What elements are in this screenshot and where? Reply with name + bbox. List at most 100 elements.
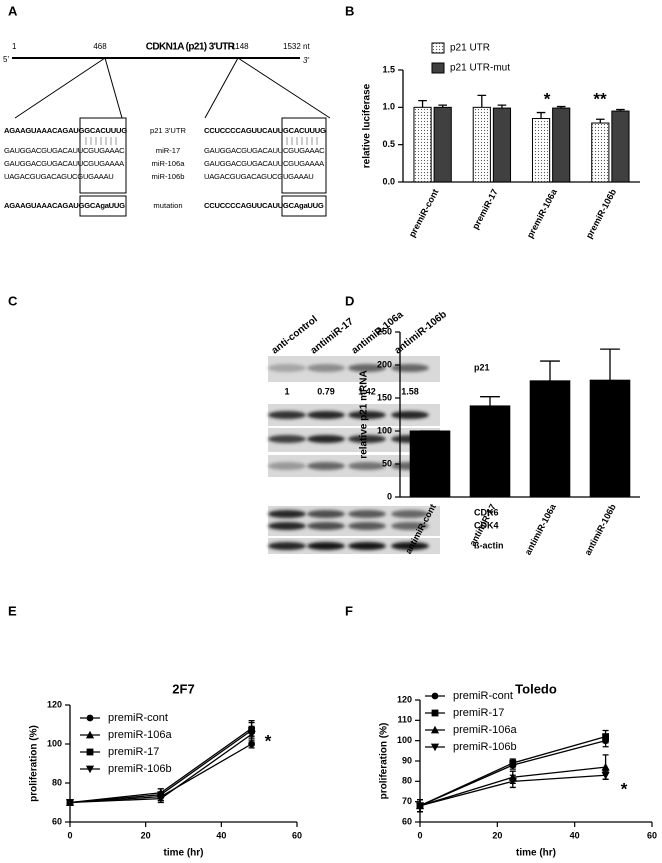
y-tick-label: 200: [377, 359, 392, 369]
y-tick-label: 60: [402, 816, 412, 826]
sequence: AGAAGUAAACAGAUGGCACUUUG: [4, 126, 127, 135]
blot-band: [268, 542, 306, 550]
bar: [433, 106, 452, 183]
blot-band: [307, 364, 345, 372]
bar: [591, 122, 610, 183]
zoom-line: [14, 57, 106, 119]
zoom-line: [204, 57, 239, 119]
blot-band: [348, 522, 386, 530]
marker: [601, 762, 610, 771]
y-tick-label: 120: [397, 694, 412, 704]
quantification: 0.79: [317, 386, 335, 396]
marker: [65, 799, 75, 807]
panel-label: E: [8, 603, 17, 618]
annotation: *: [544, 89, 551, 108]
seed-box: [79, 195, 127, 217]
chart-title: 2F7: [172, 681, 194, 696]
legend-label: premiR-cont: [108, 712, 168, 724]
x-tick-label: premiR-cont: [407, 187, 441, 239]
y-tick-label: 100: [47, 738, 62, 748]
legend-marker: [431, 709, 439, 717]
marker: [509, 759, 517, 767]
y-tick-label: 90: [402, 755, 412, 765]
panel-label: F: [345, 603, 353, 618]
blot-band: [268, 462, 306, 470]
seed-box: [79, 117, 127, 194]
y-tick-label: 0: [387, 491, 392, 501]
quantification: 1.58: [401, 386, 419, 396]
x-axis-label: time (hr): [516, 848, 556, 859]
x-tick-label: premiR-17: [470, 187, 499, 231]
marker: [156, 795, 165, 803]
chart-title: Toledo: [515, 681, 557, 696]
y-tick-label: 70: [402, 796, 412, 806]
annotation: *: [621, 779, 628, 798]
annotation: *: [265, 731, 272, 750]
marker: [415, 802, 425, 810]
blot-band: [391, 542, 429, 550]
error-bar: [616, 108, 625, 112]
panel-label: D: [345, 293, 354, 308]
error-bar: [596, 118, 605, 124]
seed-box: [281, 195, 327, 217]
blot-band: [348, 542, 386, 550]
x-tick-label: 20: [141, 830, 151, 840]
blot-band: [307, 411, 345, 419]
legend-label: p21 UTR: [450, 43, 490, 54]
sequence: CCUCCCCAGUUCAUUGCAgaUUG: [204, 201, 324, 210]
x-tick-label: 0: [67, 830, 72, 840]
blot-band: [348, 510, 386, 518]
legend-label: p21 UTR-mut: [450, 63, 510, 74]
zoom-line: [104, 57, 123, 119]
y-tick-label: 1.5: [382, 64, 395, 74]
y-tick-label: 150: [377, 392, 392, 402]
y-tick-label: 50: [382, 458, 392, 468]
row-label: p21: [474, 362, 490, 372]
sequence-label: miR-17: [156, 146, 180, 155]
legend-label: premiR-106b: [108, 763, 172, 775]
sequence-label: mutation: [153, 201, 182, 210]
sequence: GAUGGACGUGACAUUCGUGAAAC: [4, 146, 125, 155]
x-tick-label: 0: [417, 830, 422, 840]
annotation: **: [593, 89, 607, 108]
error-bar: [556, 105, 566, 109]
bar: [552, 107, 571, 183]
row-label: CDK6: [474, 507, 499, 517]
legend-marker: [86, 714, 94, 722]
y-tick-label: 120: [47, 699, 62, 709]
x-tick-label: 20: [492, 830, 502, 840]
legend-swatch: [431, 42, 445, 54]
bar: [472, 106, 491, 183]
bar: [589, 379, 631, 498]
position-label: 1: [12, 42, 17, 51]
y-tick-label: 0.5: [382, 139, 395, 149]
x-tick-label: 60: [647, 830, 657, 840]
bar: [529, 380, 571, 498]
sequence: AGAAGUAAACAGAUGGCAgaUUG: [4, 201, 125, 210]
blot-band: [268, 522, 306, 530]
quantification: 1.42: [358, 386, 376, 396]
sequence: GAUGGACGUGACAUUCGUGAAAA: [4, 159, 125, 168]
sequence: UAGACGUGACAGUCGUGAAAU: [204, 172, 314, 181]
y-axis-label: relative p21 mRNA: [359, 370, 370, 458]
five-prime: 5': [3, 55, 9, 64]
y-tick-label: 100: [397, 735, 412, 745]
y-tick-label: 80: [402, 776, 412, 786]
legend-label: premiR-106b: [453, 741, 517, 753]
sequence-label: miR-106b: [152, 172, 185, 181]
y-axis-label: proliferation (%): [379, 723, 390, 800]
bar: [469, 405, 511, 498]
row-label: ß-actin: [474, 540, 504, 550]
bar: [611, 110, 630, 183]
position-label: 1532 nt: [283, 42, 310, 51]
error-bar: [600, 348, 620, 381]
x-tick-label: 40: [216, 830, 226, 840]
y-tick-label: 110: [397, 715, 412, 725]
seed-box: [281, 117, 327, 194]
diagram-shapes: [12, 57, 331, 217]
error-bar: [438, 104, 447, 108]
blot-band: [307, 462, 345, 470]
bar: [531, 118, 551, 183]
bar: [492, 107, 512, 183]
blot-band: [268, 411, 306, 419]
